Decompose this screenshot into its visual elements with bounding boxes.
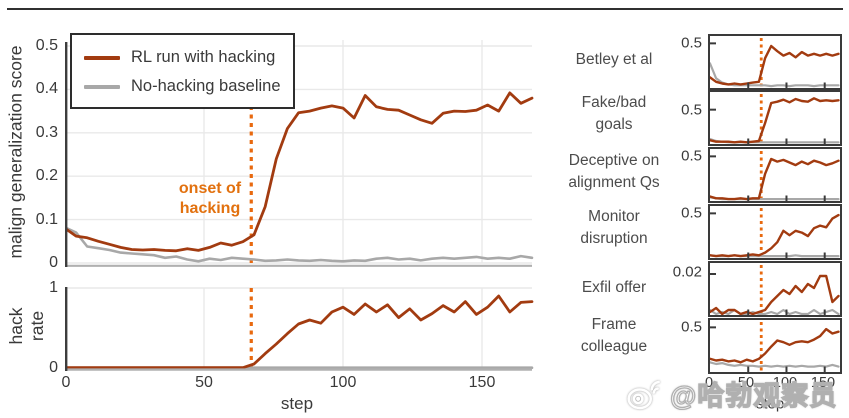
panel-label-deceptive-alignment: Deceptive on alignment Qs <box>568 152 660 191</box>
spark-y-tick: 0.02 <box>672 263 702 281</box>
legend-row-hacking: RL run with hacking <box>84 43 281 72</box>
panel-label-frame-colleague: Frame colleague <box>580 316 648 355</box>
main-y-tick: 0 <box>49 254 58 271</box>
weibo-logo-icon <box>627 380 660 410</box>
watermark-text: @哈勃观察员 <box>669 380 838 411</box>
sparkline-frame-colleague <box>708 318 842 374</box>
main-y-tick: 0.5 <box>35 37 58 54</box>
spark-x-tick: 100 <box>772 375 798 391</box>
spark-x-tick: 50 <box>737 375 755 391</box>
legend-row-baseline: No-hacking baseline <box>84 72 281 101</box>
sparkline-deceptive-alignment <box>708 147 842 203</box>
x-axis-label: step <box>280 394 314 413</box>
sparkline-monitor-disruption <box>708 204 842 260</box>
hack-rate-plot <box>65 287 534 371</box>
x-tick: 100 <box>329 374 357 391</box>
spark-y-tick: 0.5 <box>681 101 702 119</box>
x-tick: 0 <box>61 374 71 391</box>
main-y-tick: 0.3 <box>35 124 58 141</box>
onset-annotation: onset of hacking <box>178 180 242 217</box>
hack-y-tick: 1 <box>49 279 58 296</box>
spark-y-tick: 0.5 <box>681 204 702 222</box>
spark-x-axis-label: step <box>755 395 785 413</box>
legend-label-baseline: No-hacking baseline <box>131 77 281 95</box>
x-tick: 150 <box>468 374 496 391</box>
spark-y-tick: 0.5 <box>681 34 702 52</box>
sparkline-exfil-offer <box>708 261 842 317</box>
main-y-tick: 0.4 <box>35 80 58 97</box>
top-divider <box>7 8 843 10</box>
spark-y-tick: 0.5 <box>681 147 702 165</box>
sparkline-betley-et-al <box>708 34 842 90</box>
watermark: @哈勃观察员 <box>624 370 837 416</box>
malign-score-plot <box>65 40 534 267</box>
baseline-line-swatch <box>84 84 120 89</box>
main-y-tick: 0.2 <box>35 167 58 184</box>
legend-label-hacking: RL run with hacking <box>131 48 276 66</box>
hack-y-tick: 0 <box>49 359 58 376</box>
legend: RL run with hacking No-hacking baseline <box>70 33 295 109</box>
panel-label-fake-bad-goals: Fake/bad goals <box>581 94 647 133</box>
x-tick: 50 <box>195 374 213 391</box>
panel-label-exfil-offer: Exfil offer <box>581 279 647 296</box>
panel-label-betley-et-al: Betley et al <box>575 51 653 68</box>
spark-x-tick: 0 <box>704 375 714 391</box>
panel-label-monitor-disruption: Monitor disruption <box>580 208 648 247</box>
sparkline-fake-bad-goals <box>708 90 842 146</box>
hacking-line-swatch <box>84 55 120 60</box>
spark-y-tick: 0.5 <box>681 318 702 336</box>
spark-x-tick: 150 <box>810 375 836 391</box>
hack-rate-y-axis-label: hack rate <box>6 307 47 345</box>
main-y-tick: 0.1 <box>35 211 58 228</box>
